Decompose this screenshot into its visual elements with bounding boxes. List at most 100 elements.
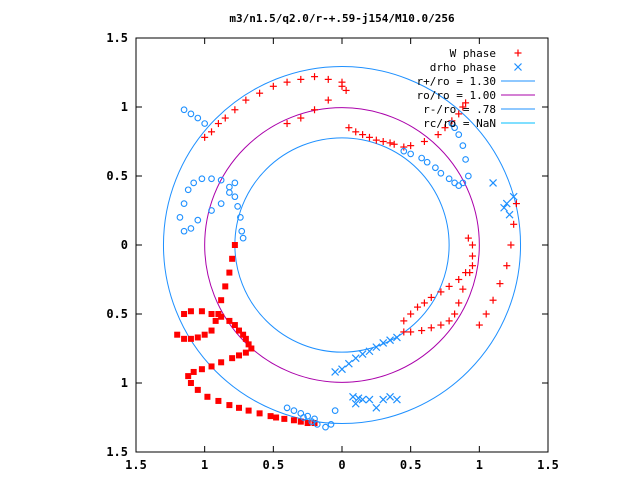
- data-point: [468, 241, 476, 249]
- data-point: [245, 407, 252, 414]
- legend-label: W phase: [450, 47, 496, 60]
- data-point: [311, 106, 319, 114]
- data-point: [231, 322, 238, 329]
- data-point: [304, 420, 311, 427]
- data-point: [324, 75, 332, 83]
- data-point: [229, 255, 236, 262]
- data-point: [234, 203, 241, 210]
- data-point: [269, 82, 277, 90]
- y-tick-label: 0.5: [106, 169, 128, 183]
- data-point: [503, 262, 511, 270]
- data-point: [185, 373, 192, 380]
- data-point: [311, 415, 318, 423]
- x-tick-label: 1: [201, 458, 208, 472]
- data-point: [208, 207, 215, 214]
- data-point: [256, 89, 264, 97]
- legend-label: r-/ro = .78: [423, 103, 496, 116]
- y-tick-label: 0.5: [106, 307, 128, 321]
- data-point: [455, 110, 463, 118]
- data-point: [407, 310, 415, 318]
- data-point: [462, 156, 469, 163]
- legend-label: rc/ro = NaN: [423, 117, 496, 130]
- data-point: [400, 147, 408, 155]
- data-point: [379, 395, 388, 404]
- data-point: [297, 114, 305, 122]
- data-point: [505, 210, 514, 219]
- legend-symbol: [514, 63, 522, 71]
- series-group: [174, 242, 318, 427]
- data-point: [290, 407, 298, 414]
- data-point: [455, 276, 463, 283]
- y-tick-label: 1: [121, 376, 128, 390]
- data-point: [176, 214, 184, 221]
- data-point: [226, 269, 233, 276]
- data-point: [194, 334, 201, 341]
- data-point: [437, 169, 445, 177]
- data-point: [237, 214, 244, 221]
- data-point: [434, 131, 442, 139]
- data-point: [226, 317, 233, 324]
- data-point: [489, 296, 497, 304]
- data-point: [512, 200, 520, 208]
- data-point: [400, 317, 408, 325]
- y-tick-label: 0: [121, 238, 128, 252]
- data-point: [181, 335, 188, 342]
- data-point: [451, 124, 458, 132]
- data-point: [194, 386, 201, 393]
- data-point: [437, 321, 445, 329]
- data-point: [427, 324, 435, 332]
- data-point: [345, 124, 353, 132]
- data-point: [231, 242, 238, 248]
- data-point: [226, 189, 233, 196]
- data-point: [464, 172, 472, 180]
- data-point: [181, 311, 188, 317]
- x-tick-label: 0.5: [400, 458, 422, 472]
- data-point: [445, 175, 453, 183]
- data-point: [351, 354, 360, 363]
- data-point: [400, 143, 408, 151]
- data-point: [194, 114, 202, 122]
- legend-label: drho phase: [430, 61, 496, 74]
- data-point: [451, 310, 459, 318]
- data-point: [437, 288, 445, 296]
- data-point: [502, 199, 511, 208]
- data-point: [342, 86, 350, 94]
- data-point: [174, 331, 181, 338]
- data-point: [208, 128, 216, 136]
- data-point: [198, 366, 205, 373]
- data-point: [208, 311, 215, 317]
- legend-label: ro/ro = 1.00: [417, 89, 496, 102]
- data-point: [184, 186, 192, 194]
- data-point: [324, 96, 332, 104]
- data-point: [297, 75, 305, 83]
- data-point: [372, 403, 381, 412]
- data-point: [281, 415, 288, 422]
- legend-label: r+/ro = 1.30: [417, 75, 496, 88]
- data-point: [242, 335, 249, 342]
- data-point: [372, 343, 381, 352]
- data-point: [201, 133, 209, 141]
- data-point: [379, 339, 388, 347]
- data-point: [496, 280, 504, 288]
- data-point: [217, 200, 225, 207]
- data-point: [351, 399, 360, 408]
- data-point: [180, 106, 188, 114]
- data-point: [372, 136, 380, 144]
- series-group: [331, 178, 518, 412]
- data-point: [187, 335, 194, 342]
- data-point: [386, 392, 394, 401]
- data-point: [510, 220, 518, 228]
- data-point: [231, 179, 239, 187]
- data-point: [432, 164, 439, 172]
- data-point: [331, 407, 339, 414]
- data-point: [245, 341, 252, 348]
- data-point: [231, 106, 239, 114]
- data-point: [407, 328, 415, 336]
- data-point: [304, 412, 312, 420]
- data-point: [239, 234, 247, 242]
- data-point: [214, 120, 222, 128]
- data-point: [338, 365, 346, 374]
- data-point: [451, 179, 458, 187]
- data-point: [468, 252, 476, 260]
